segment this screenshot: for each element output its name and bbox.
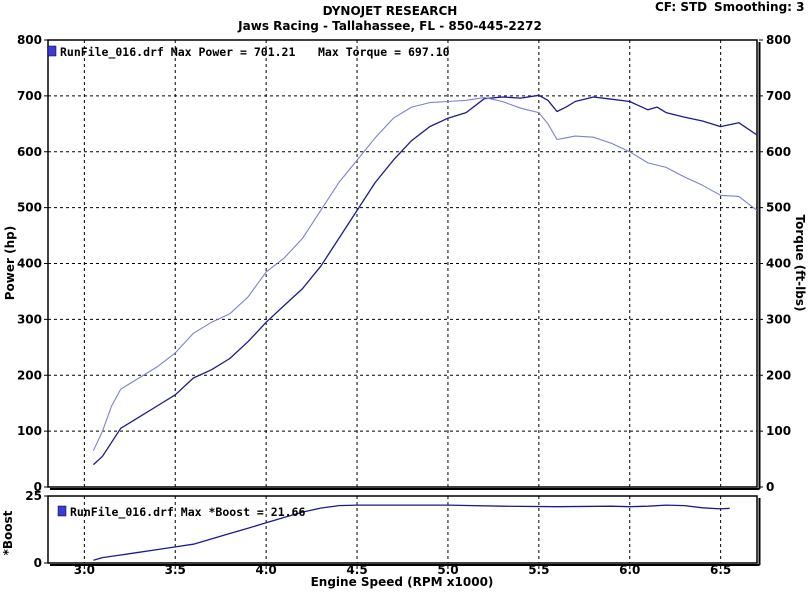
legend-power: RunFile_016.drf Max Power = 701.21 (60, 45, 295, 60)
torque-tick-6: 600 (766, 145, 791, 159)
x-tick-6: 6.0 (619, 563, 640, 577)
torque-tick-7: 700 (766, 89, 791, 103)
power-tick-2: 200 (17, 368, 42, 382)
torque-axis-ticks: 0 100 200 300 400 500 600 700 800 (759, 33, 791, 494)
power-tick-3: 300 (17, 312, 42, 326)
x-tick-0: 3.0 (74, 563, 95, 577)
power-axis-ticks: 0 100 200 300 400 500 600 700 800 (17, 33, 48, 494)
ylabel-boost: *Boost (1, 510, 15, 555)
boost-axis-ticks: 0 25 (25, 489, 48, 570)
legend-boost: RunFile_016.drf Max *Boost = 21.66 (70, 505, 305, 520)
legend-swatch-main (47, 45, 57, 57)
x-tick-2: 4.0 (256, 563, 277, 577)
torque-line (92, 97, 758, 451)
x-tick-4: 5.0 (437, 563, 458, 577)
x-tick-1: 3.5 (165, 563, 186, 577)
legend-torque: Max Torque = 697.10 (318, 45, 450, 59)
power-tick-4: 400 (17, 257, 42, 271)
boost-line (93, 504, 730, 561)
torque-tick-3: 300 (766, 312, 791, 326)
cf-label: CF: STD (655, 0, 707, 14)
x-axis-ticks: 3.0 3.5 4.0 4.5 5.0 5.5 6.0 6.5 (74, 563, 732, 577)
torque-tick-0: 0 (766, 480, 774, 494)
boost-plot-frame (47, 495, 758, 564)
power-tick-8: 800 (17, 33, 42, 47)
chart-subtitle: Jaws Racing - Tallahassee, FL - 850-445-… (237, 19, 542, 33)
boost-series (93, 504, 730, 561)
chart-title: DYNOJET RESEARCH (323, 4, 458, 18)
power-tick-0: 0 (34, 480, 42, 494)
power-tick-5: 500 (17, 201, 42, 215)
ylabel-torque: Torque (ft-lbs) (793, 215, 807, 312)
torque-tick-2: 200 (766, 368, 791, 382)
boost-tick-1: 25 (25, 489, 42, 503)
x-tick-5: 5.5 (528, 563, 549, 577)
xlabel: Engine Speed (RPM x1000) (311, 575, 494, 589)
torque-tick-4: 400 (766, 257, 791, 271)
power-line (92, 94, 758, 466)
ylabel-power: Power (hp) (3, 226, 17, 300)
x-tick-7: 6.5 (710, 563, 731, 577)
legend-swatch-boost (57, 505, 67, 517)
torque-tick-8: 800 (766, 33, 791, 47)
smoothing-label: Smoothing: 3 (714, 0, 805, 14)
main-series (92, 94, 758, 466)
main-grid (48, 40, 757, 487)
power-tick-1: 100 (17, 424, 42, 438)
boost-tick-0: 0 (34, 556, 42, 570)
power-tick-7: 700 (17, 89, 42, 103)
torque-tick-5: 500 (766, 201, 791, 215)
power-tick-6: 600 (17, 145, 42, 159)
boost-grid (83, 496, 722, 563)
x-tick-3: 4.5 (346, 563, 367, 577)
torque-tick-1: 100 (766, 424, 791, 438)
